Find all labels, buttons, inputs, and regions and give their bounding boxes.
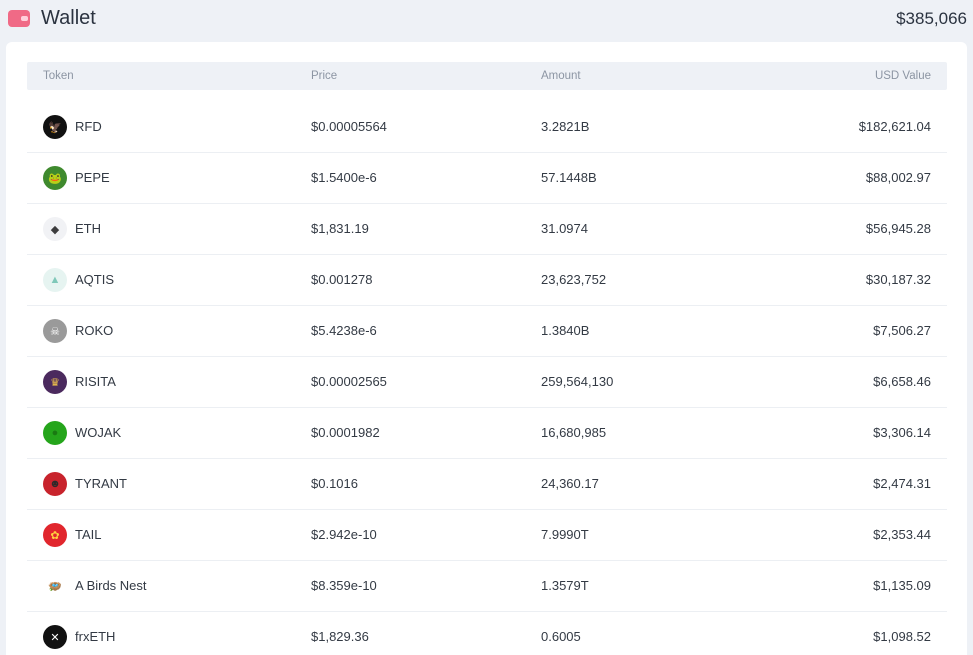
token-amount: 259,564,130: [541, 374, 614, 389]
token-price: $0.00005564: [311, 119, 387, 134]
token-usd-value: $2,474.31: [873, 476, 931, 491]
token-price: $0.0001982: [311, 425, 380, 440]
token-price: $1,829.36: [311, 629, 369, 644]
token-name: RISITA: [75, 374, 116, 389]
aqtis-logo-icon: ▲: [43, 268, 67, 292]
token-price: $8.359e-10: [311, 578, 377, 593]
token-usd-value: $30,187.32: [865, 272, 931, 287]
tyrant-logo-icon: ☻: [43, 472, 67, 496]
column-header-usd-value[interactable]: USD Value: [874, 70, 931, 82]
tail-logo-icon: ✿: [43, 523, 67, 547]
token-table-body: 🦅 RFD $0.00005564 3.2821B $182,621.04 🐸 PEPE $1…: [27, 102, 947, 655]
token-usd-value: $6,658.46: [873, 374, 931, 389]
token-usd-value: $182,621.04: [858, 119, 931, 134]
token-amount: 1.3840B: [541, 323, 590, 338]
table-row[interactable]: ● WOJAK $0.0001982 16,680,985 $3,306.14: [27, 408, 947, 459]
token-price: $0.1016: [311, 476, 358, 491]
table-row[interactable]: ♛ RISITA $0.00002565 259,564,130 $6,658.46: [27, 357, 947, 408]
page-title: Wallet: [41, 7, 96, 29]
eth-logo-icon: ◆: [43, 217, 67, 241]
token-name: ROKO: [75, 323, 114, 338]
table-row[interactable]: ✿ TAIL $2.942e-10 7.9990T $2,353.44: [27, 510, 947, 561]
token-usd-value: $2,353.44: [873, 527, 931, 542]
token-amount: 24,360.17: [541, 476, 599, 491]
token-amount: 57.1448B: [541, 170, 597, 185]
table-row[interactable]: 🪺 A Birds Nest $8.359e-10 1.3579T $1,135.09: [27, 561, 947, 612]
token-name: ETH: [75, 221, 101, 236]
token-name: RFD: [75, 119, 102, 134]
table-row[interactable]: ☻ TYRANT $0.1016 24,360.17 $2,474.31: [27, 459, 947, 510]
token-name: WOJAK: [75, 425, 122, 440]
token-name: TAIL: [75, 527, 102, 542]
token-price: $1.5400e-6: [311, 170, 377, 185]
token-amount: 0.6005: [541, 629, 581, 644]
token-price: $0.00002565: [311, 374, 387, 389]
token-name: AQTIS: [75, 272, 115, 287]
column-header-token[interactable]: Token: [43, 70, 74, 82]
token-price: $5.4238e-6: [311, 323, 377, 338]
app-header: Wallet $385,066: [0, 0, 973, 40]
table-row[interactable]: 🐸 PEPE $1.5400e-6 57.1448B $88,002.97: [27, 153, 947, 204]
token-usd-value: $1,135.09: [873, 578, 931, 593]
token-name: TYRANT: [75, 476, 127, 491]
column-header-price[interactable]: Price: [311, 70, 338, 82]
token-amount: 1.3579T: [541, 578, 589, 593]
token-usd-value: $7,506.27: [873, 323, 931, 338]
wallet-total-value: $385,066: [896, 9, 967, 28]
roko-logo-icon: ☠: [43, 319, 67, 343]
token-usd-value: $56,945.28: [865, 221, 931, 236]
table-row[interactable]: ◆ ETH $1,831.19 31.0974 $56,945.28: [27, 204, 947, 255]
table-row[interactable]: ▲ AQTIS $0.001278 23,623,752 $30,187.32: [27, 255, 947, 306]
token-price: $0.001278: [311, 272, 373, 287]
token-amount: 23,623,752: [541, 272, 607, 287]
token-usd-value: $3,306.14: [873, 425, 931, 440]
token-name: A Birds Nest: [75, 578, 147, 593]
risita-logo-icon: ♛: [43, 370, 67, 394]
birds-nest-logo-icon: 🪺: [43, 574, 67, 598]
table-row[interactable]: 🦅 RFD $0.00005564 3.2821B $182,621.04: [27, 102, 947, 153]
token-name: PEPE: [75, 170, 110, 185]
rfd-logo-icon: 🦅: [43, 115, 67, 139]
token-amount: 3.2821B: [541, 119, 590, 134]
token-amount: 31.0974: [541, 221, 588, 236]
table-header: Token Price Amount USD Value: [27, 62, 947, 90]
token-usd-value: $1,098.52: [873, 629, 931, 644]
pepe-logo-icon: 🐸: [43, 166, 67, 190]
token-usd-value: $88,002.97: [865, 170, 931, 185]
token-table-card: Token Price Amount USD Value 🦅 RFD $0.0000…: [6, 42, 967, 655]
token-amount: 16,680,985: [541, 425, 607, 440]
column-header-amount[interactable]: Amount: [541, 70, 581, 82]
frxeth-logo-icon: ✕: [43, 625, 67, 649]
wallet-icon: [8, 10, 30, 27]
token-name: frxETH: [75, 629, 116, 644]
token-price: $2.942e-10: [311, 527, 377, 542]
token-price: $1,831.19: [311, 221, 369, 236]
token-amount: 7.9990T: [541, 527, 589, 542]
table-row[interactable]: ☠ ROKO $5.4238e-6 1.3840B $7,506.27: [27, 306, 947, 357]
table-row[interactable]: ✕ frxETH $1,829.36 0.6005 $1,098.52: [27, 612, 947, 655]
wojak-logo-icon: ●: [43, 421, 67, 445]
